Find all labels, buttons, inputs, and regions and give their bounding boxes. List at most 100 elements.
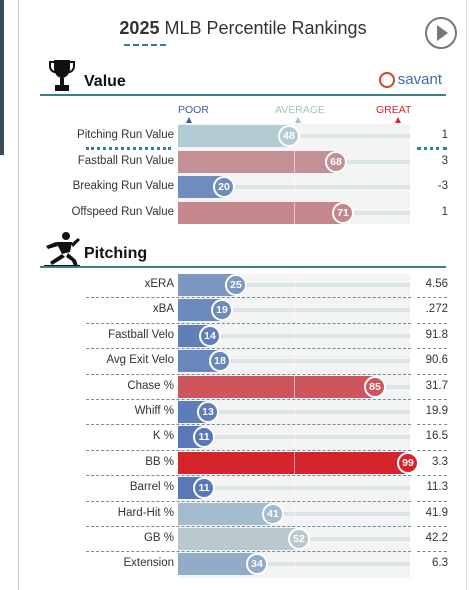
row-divider — [86, 500, 411, 502]
selected-row-marker-right — [417, 147, 447, 150]
row-divider — [86, 526, 411, 527]
percentile-bubble[interactable]: 11 — [193, 426, 215, 449]
title-underline — [124, 44, 166, 46]
pitching-row[interactable]: Whiff % 13 19.9 — [0, 401, 470, 423]
trophy-icon — [49, 60, 75, 91]
metric-value: 3.3 — [432, 455, 448, 468]
pitcher-icon — [44, 232, 80, 268]
value-row[interactable]: Fastball Run Value 68 3 — [0, 150, 470, 173]
metric-value: 11.3 — [426, 481, 448, 494]
pitching-row[interactable]: xBA 19 .272 — [0, 299, 470, 322]
pitching-row[interactable]: Hard-Hit % 41 41.9 — [0, 502, 470, 525]
frame-border-right — [466, 0, 467, 590]
row-divider — [417, 399, 447, 400]
scale-average-arrow-icon — [295, 117, 301, 123]
selected-row-marker-left — [86, 147, 171, 150]
percentile-bubble[interactable]: 41 — [262, 502, 284, 525]
average-marker — [294, 477, 295, 500]
percentile-bubble[interactable]: 19 — [211, 299, 233, 322]
metric-value: 1 — [441, 129, 448, 141]
metric-value: 42.2 — [425, 532, 448, 544]
percentile-bar — [178, 375, 375, 398]
row-divider — [417, 373, 447, 375]
percentile-bar — [178, 176, 224, 198]
row-divider — [417, 500, 447, 502]
row-divider — [86, 424, 411, 426]
row-divider — [86, 475, 411, 477]
metric-label: GB % — [143, 532, 174, 544]
percentile-bubble[interactable]: 25 — [225, 274, 247, 296]
percentile-bar — [178, 125, 289, 147]
percentile-bubble[interactable]: 68 — [325, 150, 347, 173]
percentile-bubble[interactable]: 34 — [246, 553, 268, 576]
value-row[interactable]: Offspeed Run Value 71 1 — [0, 201, 470, 224]
pitching-row[interactable]: Barrel % 11 11.3 — [0, 477, 470, 500]
title-text: MLB Percentile Rankings — [159, 18, 367, 38]
percentile-bar — [178, 502, 273, 525]
metric-value: 31.7 — [425, 379, 448, 392]
value-row[interactable]: Pitching Run Value 48 1 — [0, 125, 470, 147]
average-marker — [294, 553, 295, 576]
percentile-bar — [178, 274, 236, 296]
percentile-bubble[interactable]: 14 — [199, 324, 221, 347]
metric-label: Breaking Run Value — [72, 180, 174, 192]
row-divider — [417, 449, 447, 451]
percentile-bar — [178, 150, 336, 173]
percentile-bubble[interactable]: 85 — [364, 375, 386, 398]
savant-logo[interactable]: savant — [378, 71, 442, 88]
frame-border-left — [18, 0, 19, 590]
pitching-row[interactable]: Avg Exit Velo 18 90.6 — [0, 350, 470, 373]
metric-value: 16.5 — [425, 430, 448, 443]
play-circle-icon[interactable] — [425, 17, 457, 49]
pitching-row[interactable]: Extension 34 6.3 — [0, 553, 470, 576]
pitching-row[interactable]: Fastball Velo 14 91.8 — [0, 324, 470, 347]
baseball-icon — [378, 72, 395, 88]
metric-label: BB % — [145, 455, 174, 468]
row-divider — [86, 399, 411, 400]
percentile-bubble[interactable]: 48 — [278, 125, 300, 147]
percentile-bubble[interactable]: 71 — [332, 201, 354, 224]
metric-value: -3 — [437, 180, 448, 192]
percentile-bubble[interactable]: 11 — [193, 477, 215, 500]
metric-value: 4.56 — [425, 278, 448, 290]
percentile-bubble[interactable]: 20 — [213, 176, 235, 198]
pitching-section-title: Pitching — [84, 245, 148, 262]
pitching-row[interactable]: Chase % 85 31.7 — [0, 375, 470, 398]
metric-label: xBA — [152, 303, 174, 316]
metric-value: 6.3 — [432, 557, 448, 570]
savant-text: savant — [397, 71, 442, 88]
metric-label: Offspeed Run Value — [71, 205, 174, 218]
average-marker — [294, 375, 295, 398]
row-divider — [86, 297, 411, 299]
pitching-row[interactable]: xERA 25 4.56 — [0, 274, 470, 296]
metric-label: Whiff % — [134, 405, 174, 417]
percentile-bubble[interactable]: 13 — [197, 401, 219, 423]
value-section-header: Value savant — [40, 60, 446, 96]
percentile-bubble[interactable]: 52 — [288, 528, 310, 550]
scale-poor-arrow-icon — [186, 117, 192, 123]
metric-label: Chase % — [127, 379, 174, 392]
row-divider — [86, 373, 411, 375]
average-marker — [294, 299, 295, 322]
pitching-row[interactable]: BB % 99 3.3 — [0, 451, 470, 474]
average-marker — [294, 401, 295, 423]
metric-label: K % — [152, 430, 174, 443]
percentile-bubble[interactable]: 99 — [397, 451, 419, 474]
page-title: 2025 MLB Percentile Rankings — [0, 18, 470, 39]
scale-great-arrow-icon — [395, 117, 401, 123]
metric-label: Pitching Run Value — [77, 129, 174, 141]
pitching-row[interactable]: GB % 52 42.2 — [0, 528, 470, 550]
metric-value: 90.6 — [425, 354, 448, 367]
pitching-row[interactable]: K % 11 16.5 — [0, 426, 470, 449]
scale-average-label: AVERAGE — [275, 104, 325, 116]
value-section-title: Value — [84, 73, 126, 90]
metric-label: Fastball Run Value — [77, 154, 174, 167]
row-divider — [417, 348, 447, 350]
value-row[interactable]: Breaking Run Value 20 -3 — [0, 176, 470, 198]
percentile-bubble[interactable]: 18 — [209, 350, 231, 373]
metric-value: 41.9 — [425, 506, 448, 519]
metric-value: .272 — [425, 303, 448, 316]
percentile-bar — [178, 201, 343, 224]
pitching-background-band — [178, 274, 410, 578]
row-divider — [417, 297, 447, 299]
